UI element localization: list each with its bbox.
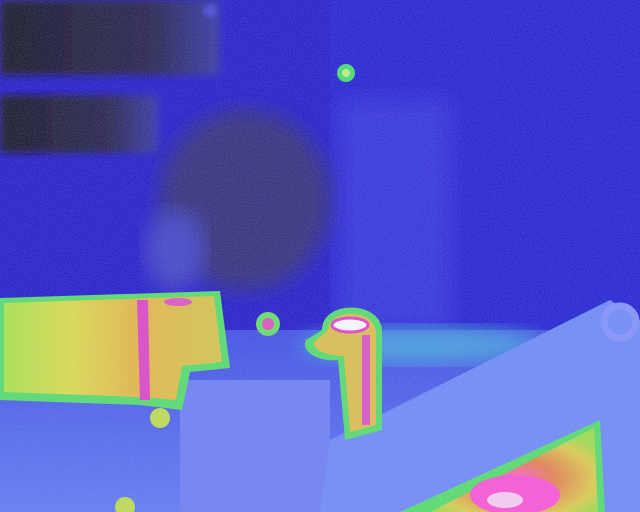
thermal-image xyxy=(0,0,640,512)
sensor-noise xyxy=(0,0,640,512)
page: (() => { const data = JSON.parse(documen… xyxy=(0,0,640,512)
